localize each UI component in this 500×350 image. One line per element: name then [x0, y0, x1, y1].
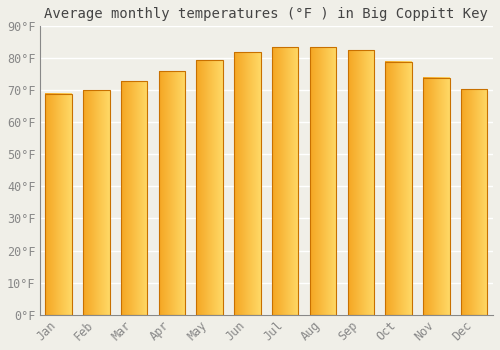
Bar — [83, 90, 110, 315]
Bar — [310, 47, 336, 315]
Bar — [158, 71, 185, 315]
Bar — [461, 89, 487, 315]
Bar — [46, 93, 72, 315]
Bar — [348, 50, 374, 315]
Bar — [386, 62, 412, 315]
Bar — [423, 78, 450, 315]
Title: Average monthly temperatures (°F ) in Big Coppitt Key: Average monthly temperatures (°F ) in Bi… — [44, 7, 488, 21]
Bar — [234, 52, 260, 315]
Bar — [272, 47, 298, 315]
Bar — [121, 81, 148, 315]
Bar — [196, 60, 223, 315]
